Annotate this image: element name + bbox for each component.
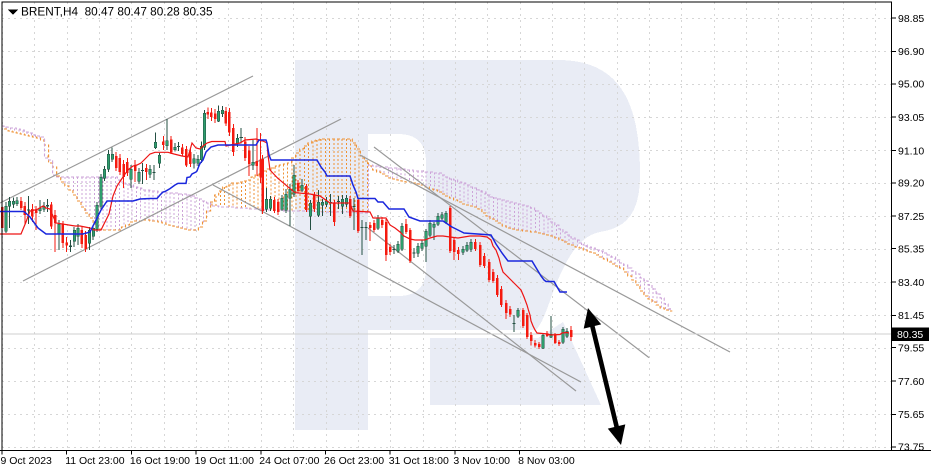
svg-text:83.40: 83.40: [898, 277, 924, 289]
svg-text:81.45: 81.45: [898, 310, 924, 322]
svg-text:16 Oct 19:00: 16 Oct 19:00: [130, 455, 190, 467]
svg-text:8 Nov 03:00: 8 Nov 03:00: [518, 455, 575, 467]
svg-text:95.00: 95.00: [898, 79, 924, 91]
svg-text:96.90: 96.90: [898, 46, 924, 58]
svg-text:24 Oct 07:00: 24 Oct 07:00: [259, 455, 319, 467]
svg-text:73.75: 73.75: [898, 442, 924, 454]
svg-text:79.55: 79.55: [898, 343, 924, 355]
svg-text:80.35: 80.35: [897, 329, 923, 341]
svg-text:91.10: 91.10: [898, 145, 924, 157]
svg-text:31 Oct 18:00: 31 Oct 18:00: [389, 455, 449, 467]
svg-text:26 Oct 23:00: 26 Oct 23:00: [324, 455, 384, 467]
svg-text:11 Oct 23:00: 11 Oct 23:00: [65, 455, 125, 467]
svg-text:77.60: 77.60: [898, 376, 924, 388]
svg-text:75.65: 75.65: [898, 409, 924, 421]
svg-text:19 Oct 11:00: 19 Oct 11:00: [195, 455, 255, 467]
svg-text:87.25: 87.25: [898, 211, 924, 223]
svg-text:98.85: 98.85: [898, 13, 924, 25]
svg-text:9 Oct 2023: 9 Oct 2023: [1, 455, 53, 467]
svg-text:93.05: 93.05: [898, 112, 924, 124]
svg-text:85.35: 85.35: [898, 244, 924, 256]
svg-text:BRENT,H4 80.47 80.47 80.28 80: BRENT,H4 80.47 80.47 80.28 80.35: [21, 5, 213, 19]
svg-text:89.20: 89.20: [898, 178, 924, 190]
svg-text:3 Nov 10:00: 3 Nov 10:00: [453, 455, 510, 467]
